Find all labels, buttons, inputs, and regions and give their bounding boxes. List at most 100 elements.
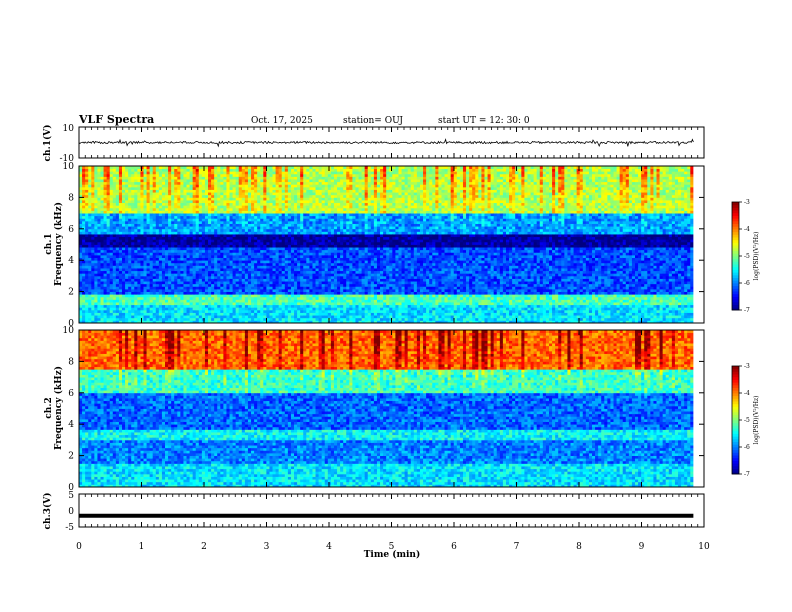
spectrogram-cell <box>110 310 113 313</box>
spectrogram-cell <box>276 210 279 213</box>
spectrogram-cell <box>156 218 159 221</box>
spectrogram-cell <box>233 247 236 250</box>
spectrogram-cell <box>187 247 190 250</box>
spectrogram-cell <box>288 197 291 200</box>
spectrogram-cell <box>319 268 322 271</box>
spectrogram-cell <box>220 190 223 193</box>
spectrogram-cell <box>85 179 88 182</box>
spectrogram-cell <box>316 310 319 313</box>
spectrogram-cell <box>282 289 285 292</box>
spectrogram-cell <box>187 171 190 174</box>
spectrogram-cell <box>91 273 94 276</box>
spectrogram-cell <box>303 292 306 295</box>
spectrogram-cell <box>226 203 229 206</box>
spectrogram-cell <box>211 210 214 213</box>
spectrogram-cell <box>174 237 177 240</box>
spectrogram-cell <box>116 221 119 224</box>
spectrogram-cell <box>263 231 266 234</box>
spectrogram-cell <box>156 292 159 295</box>
spectrogram-cell <box>260 276 263 279</box>
spectrogram-cell <box>196 226 199 229</box>
spectrogram-cell <box>153 182 156 185</box>
spectrogram-cell <box>199 176 202 179</box>
spectrogram-cell <box>165 297 168 300</box>
spectrogram-cell <box>159 250 162 253</box>
spectrogram-cell <box>211 221 214 224</box>
spectrogram-cell <box>260 224 263 227</box>
spectrogram-cell <box>82 210 85 213</box>
spectrogram-cell <box>312 221 315 224</box>
spectrogram-cell <box>128 208 131 211</box>
spectrogram-cell <box>88 263 91 266</box>
spectrogram-cell <box>266 250 269 253</box>
spectrogram-cell <box>113 213 116 216</box>
spectrogram-cell <box>239 200 242 203</box>
spectrogram-cell <box>226 252 229 255</box>
spectrogram-cell <box>251 279 254 282</box>
spectrogram-cell <box>104 203 107 206</box>
spectrogram-cell <box>236 281 239 284</box>
spectrogram-cell <box>279 268 282 271</box>
spectrogram-cell <box>279 169 282 172</box>
spectrogram-cell <box>263 307 266 310</box>
spectrogram-cell <box>177 265 180 268</box>
spectrogram-cell <box>128 271 131 274</box>
spectrogram-cell <box>309 218 312 221</box>
spectrogram-cell <box>273 284 276 287</box>
spectrogram-cell <box>199 289 202 292</box>
spectrogram-cell <box>306 169 309 172</box>
spectrogram-cell <box>331 255 334 258</box>
spectrogram-cell <box>236 187 239 190</box>
spectrogram-cell <box>88 197 91 200</box>
spectrogram-cell <box>303 255 306 258</box>
spectrogram-cell <box>156 245 159 248</box>
spectrogram-cell <box>325 302 328 305</box>
spectrogram-cell <box>282 310 285 313</box>
spectrogram-cell <box>193 184 196 187</box>
spectrogram-cell <box>128 197 131 200</box>
spectrogram-cell <box>288 190 291 193</box>
spectrogram-cell <box>202 224 205 227</box>
spectrogram-cell <box>294 268 297 271</box>
spectrogram-cell <box>79 281 82 284</box>
spectrogram-cell <box>104 281 107 284</box>
spectrogram-cell <box>276 231 279 234</box>
spectrogram-cell <box>116 197 119 200</box>
spectrogram-cell <box>107 179 110 182</box>
spectrogram-cell <box>211 239 214 242</box>
spectrogram-cell <box>294 299 297 302</box>
spectrogram-cell <box>214 279 217 282</box>
spectrogram-cell <box>269 299 272 302</box>
spectrogram-cell <box>171 286 174 289</box>
spectrogram-cell <box>242 182 245 185</box>
spectrogram-cell <box>331 310 334 313</box>
spectrogram-cell <box>156 313 159 316</box>
spectrogram-cell <box>137 273 140 276</box>
spectrogram-cell <box>183 247 186 250</box>
spectrogram-cell <box>331 268 334 271</box>
spectrogram-cell <box>91 224 94 227</box>
spectrogram-cell <box>119 224 122 227</box>
spectrogram-cell <box>202 268 205 271</box>
spectrogram-cell <box>288 299 291 302</box>
spectrogram-cell <box>312 302 315 305</box>
spectrogram-cell <box>236 268 239 271</box>
spectrogram-cell <box>266 190 269 193</box>
spectrogram-cell <box>282 200 285 203</box>
spectrogram-cell <box>294 176 297 179</box>
spectrogram-cell <box>208 258 211 261</box>
spectrogram-cell <box>300 247 303 250</box>
spectrogram-cell <box>254 221 257 224</box>
spectrogram-cell <box>190 284 193 287</box>
spectrogram-cell <box>196 273 199 276</box>
spectrogram-cell <box>300 226 303 229</box>
spectrogram-cell <box>101 281 104 284</box>
spectrogram-cell <box>187 184 190 187</box>
spectrogram-cell <box>208 279 211 282</box>
spectrogram-cell <box>183 221 186 224</box>
spectrogram-cell <box>82 294 85 297</box>
spectrogram-cell <box>140 216 143 219</box>
spectrogram-cell <box>242 315 245 318</box>
spectrogram-cell <box>85 245 88 248</box>
spectrogram-cell <box>279 237 282 240</box>
